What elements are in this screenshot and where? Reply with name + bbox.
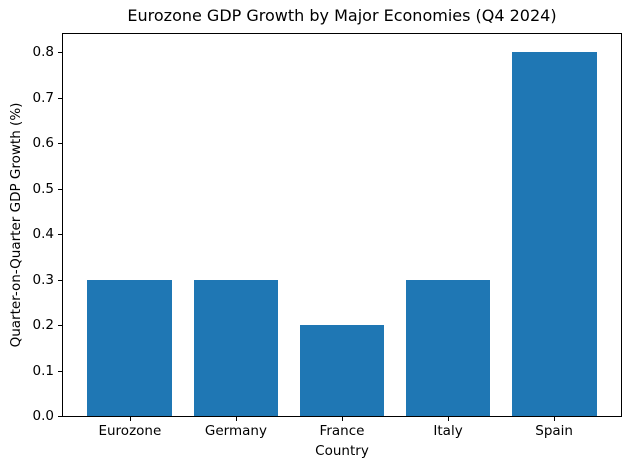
bar-spain xyxy=(511,52,597,416)
y-tick-mark xyxy=(58,279,62,281)
y-tick-mark xyxy=(58,234,62,236)
bar-france xyxy=(299,325,385,416)
y-tick-label: 0.4 xyxy=(32,226,54,243)
x-tick-label: Eurozone xyxy=(98,423,162,439)
y-tick-mark xyxy=(58,416,62,417)
x-tick-label: Spain xyxy=(535,423,573,439)
bar-eurozone xyxy=(87,279,173,416)
x-tick-label: Italy xyxy=(433,423,463,439)
y-tick-label: 0.8 xyxy=(32,44,54,61)
y-tick-mark xyxy=(58,370,62,372)
y-tick-label: 0.3 xyxy=(32,271,54,288)
y-tick-label: 0.2 xyxy=(32,317,54,334)
chart-title: Eurozone GDP Growth by Major Economies (… xyxy=(127,6,557,25)
x-tick-label: Germany xyxy=(204,423,267,439)
x-tick-mark xyxy=(342,417,343,421)
x-axis-label: Country xyxy=(315,443,369,459)
bar-italy xyxy=(405,279,491,416)
x-tick-mark xyxy=(235,417,237,421)
y-tick-label: 0.7 xyxy=(32,89,54,106)
y-tick-mark xyxy=(58,188,62,190)
plot-area xyxy=(62,33,622,417)
y-tick-mark xyxy=(58,143,62,145)
x-tick-mark xyxy=(129,417,131,421)
y-tick-label: 0.6 xyxy=(32,135,54,152)
y-tick-mark xyxy=(58,52,62,54)
y-tick-mark xyxy=(58,97,62,99)
y-tick-mark xyxy=(58,325,62,327)
y-tick-label: 0.1 xyxy=(32,362,54,379)
x-tick-mark xyxy=(554,417,556,421)
x-tick-mark xyxy=(448,417,450,421)
y-tick-label: 0.5 xyxy=(32,180,54,197)
y-tick-label: 0.0 xyxy=(32,408,54,424)
x-tick-label: France xyxy=(319,423,365,439)
bar-germany xyxy=(193,279,279,416)
